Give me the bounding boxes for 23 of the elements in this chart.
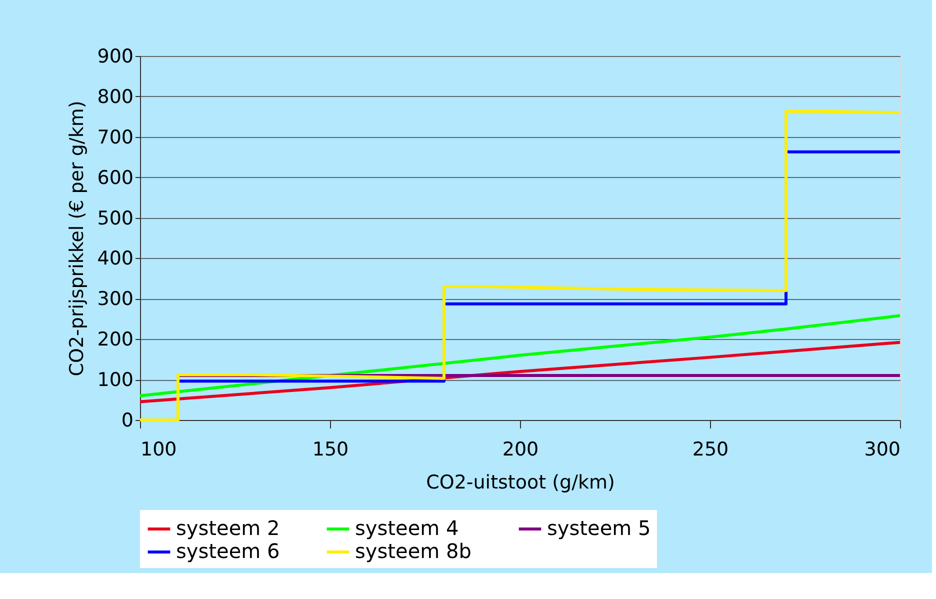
y-tick-label: 500 <box>97 207 134 230</box>
y-tick-label: 900 <box>97 46 134 68</box>
y-tick-label: 700 <box>97 126 134 148</box>
y-tick-label: 0 <box>121 410 134 432</box>
y-tick-label: 400 <box>97 248 134 270</box>
x-tick-label: 200 <box>502 438 539 460</box>
y-tick-label: 800 <box>97 86 134 108</box>
y-tick-label: 200 <box>97 328 134 351</box>
legend-label: systeem 4 <box>355 516 459 540</box>
x-tick-label: 300 <box>864 438 900 460</box>
x-tick-label: 250 <box>692 438 729 460</box>
legend-label: systeem 5 <box>547 516 651 540</box>
x-tick-label: 150 <box>312 438 349 460</box>
legend-label: systeem 8b <box>355 539 472 563</box>
x-axis-title: CO2-uitstoot (g/km) <box>426 472 615 494</box>
y-tick-label: 100 <box>97 369 134 392</box>
x-tick-label: 100 <box>140 438 177 460</box>
legend-label: systeem 2 <box>176 516 280 540</box>
y-tick-label: 300 <box>97 288 134 310</box>
y-axis-title: CO2-prijsprikkel (€ per g/km) <box>66 100 88 376</box>
line-series <box>138 314 902 398</box>
legend-label: systeem 6 <box>176 539 280 563</box>
y-tick-label: 600 <box>97 166 134 189</box>
